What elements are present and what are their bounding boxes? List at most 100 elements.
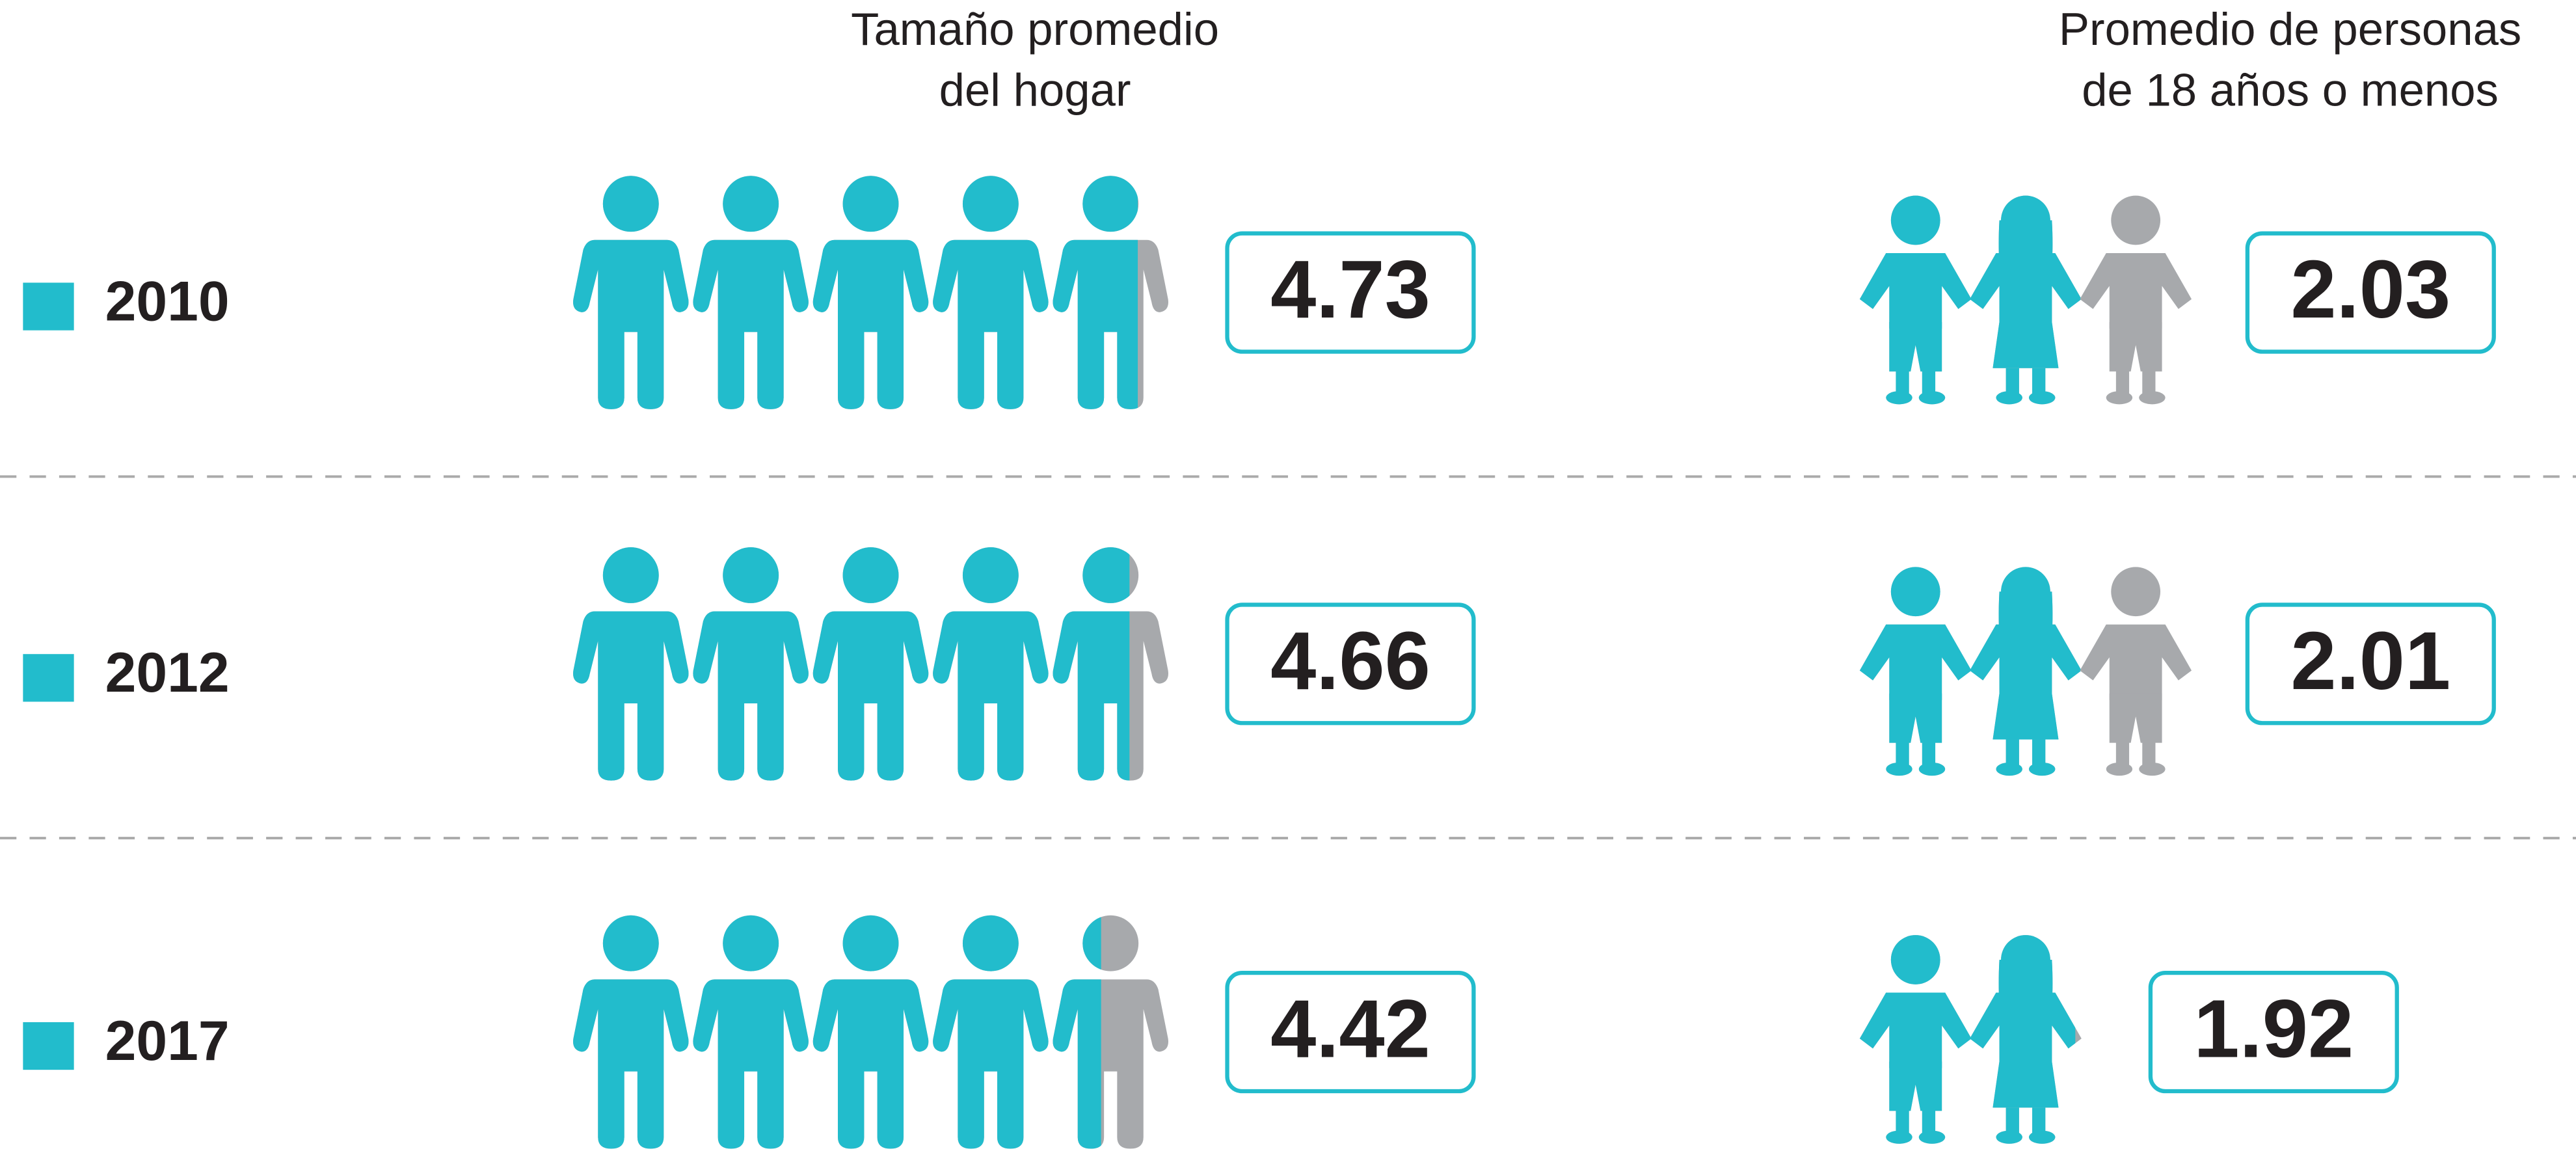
icon-fill [693,176,809,409]
leg [2006,368,2019,395]
body [1053,239,1138,409]
shorts [1889,322,1942,372]
value-label: 2.03 [2290,243,2450,335]
value-box [1225,603,1476,726]
foot [1918,391,1946,405]
pictogram [1859,567,2192,776]
head [723,176,779,232]
value-label: 2.01 [2290,615,2450,707]
foot [1918,762,1946,776]
head [602,915,659,971]
leg [1922,368,1936,395]
body [933,611,1049,781]
icon-fill [1859,567,1972,776]
value-box [1225,231,1476,354]
pictogram [1859,935,2082,1144]
head [842,915,899,971]
icon [1859,195,1972,405]
value-box [1225,970,1476,1094]
icon-fill [1970,935,2076,1144]
foot [1996,1130,2022,1144]
value-label: 4.66 [1270,615,1430,707]
foot [2106,391,2133,405]
torso [1859,992,1972,1068]
body [573,979,689,1149]
body [693,239,809,409]
icon-fill [933,915,1049,1149]
body [933,979,1049,1149]
icon [1053,915,1168,1149]
icon [2080,195,2192,405]
skirt [1992,322,2059,368]
body [573,611,689,781]
head [1890,195,1940,245]
foot [2139,391,2166,405]
value-label: 4.42 [1270,983,1430,1074]
head [602,547,659,603]
leg [2006,739,2019,766]
head [962,915,1019,971]
icon [812,176,929,409]
skirt [1992,1061,2059,1108]
leg [2142,368,2156,395]
head [1082,547,1130,603]
head [962,547,1019,603]
leg [1896,368,1909,395]
torso [2080,624,2192,700]
icon [1970,567,2082,776]
column-title: Tamaño promedio [851,3,1219,55]
foot [2029,762,2056,776]
pictogram [573,915,1168,1149]
leg [2115,739,2130,766]
icon-fill [573,547,689,781]
torso [1970,252,2082,329]
icon [933,915,1049,1149]
foot [1886,1130,1912,1144]
body [693,611,809,781]
foot [1996,762,2022,776]
value-box [2245,231,2496,354]
head [602,176,659,232]
value-label: 4.73 [1270,243,1430,335]
leg [2032,1107,2046,1134]
icon [573,915,689,1149]
column-title: de 18 años o menos [2082,64,2499,116]
torso [1970,624,2082,700]
body [933,239,1049,409]
leg [1922,739,1936,766]
icon [1970,195,2082,405]
leg [2115,368,2130,395]
icon-fill [1970,567,2082,776]
foot [1996,391,2022,405]
icon-fill [933,547,1049,781]
year-label: 2012 [105,642,230,704]
icon-fill [812,547,929,781]
icon-fill [1053,176,1138,409]
pictogram [573,547,1168,781]
icon-fill [573,176,689,409]
icon-fill [812,915,929,1149]
icon [812,915,929,1149]
head [842,547,899,603]
icon [693,176,809,409]
icon [1859,567,1972,776]
icon [573,176,689,409]
icon [933,547,1049,781]
body [812,239,929,409]
value-box [2245,603,2496,726]
head [2111,567,2161,617]
icon-fill [693,547,809,781]
icon [1053,176,1168,409]
icon-fill [1053,547,1130,781]
column-title: Promedio de personas [2059,3,2521,55]
torso [1970,992,2076,1068]
head [2111,195,2161,245]
foot [1918,1130,1946,1144]
body [573,239,689,409]
foot [1886,762,1912,776]
leg [1896,1107,1909,1134]
head [842,176,899,232]
icon [812,547,929,781]
